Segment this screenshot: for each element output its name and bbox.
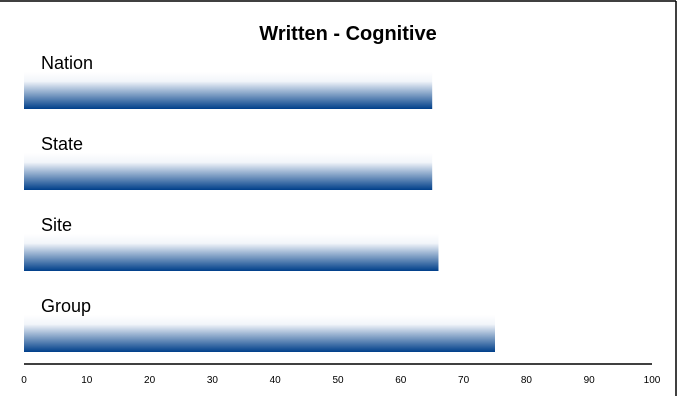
x-tick-label-60: 60: [395, 375, 407, 386]
bar-label-group: Group: [41, 296, 91, 316]
bar-label-nation: Nation: [41, 53, 93, 73]
x-tick-label-10: 10: [81, 375, 93, 386]
x-tick-label-40: 40: [270, 375, 282, 386]
x-tick-label-0: 0: [21, 375, 27, 386]
x-tick-label-30: 30: [207, 375, 219, 386]
x-tick-label-90: 90: [584, 375, 596, 386]
bar-label-state: State: [41, 134, 83, 154]
bar-label-site: Site: [41, 215, 72, 235]
bars-layer: [24, 72, 495, 352]
x-tick-label-50: 50: [332, 375, 344, 386]
x-tick-labels: 0 10 20 30 40 50 60 70 80 90 100: [21, 375, 661, 386]
bar-state: [24, 153, 433, 190]
bar-site: [24, 234, 439, 271]
x-tick-label-70: 70: [458, 375, 470, 386]
bar-labels-layer: Nation State Site Group: [41, 53, 93, 316]
x-tick-label-100: 100: [644, 375, 661, 386]
chart-title: Written - Cognitive: [259, 23, 436, 45]
x-tick-label-20: 20: [144, 375, 156, 386]
bar-nation: [24, 72, 433, 109]
x-tick-label-80: 80: [521, 375, 533, 386]
bar-group: [24, 315, 495, 352]
